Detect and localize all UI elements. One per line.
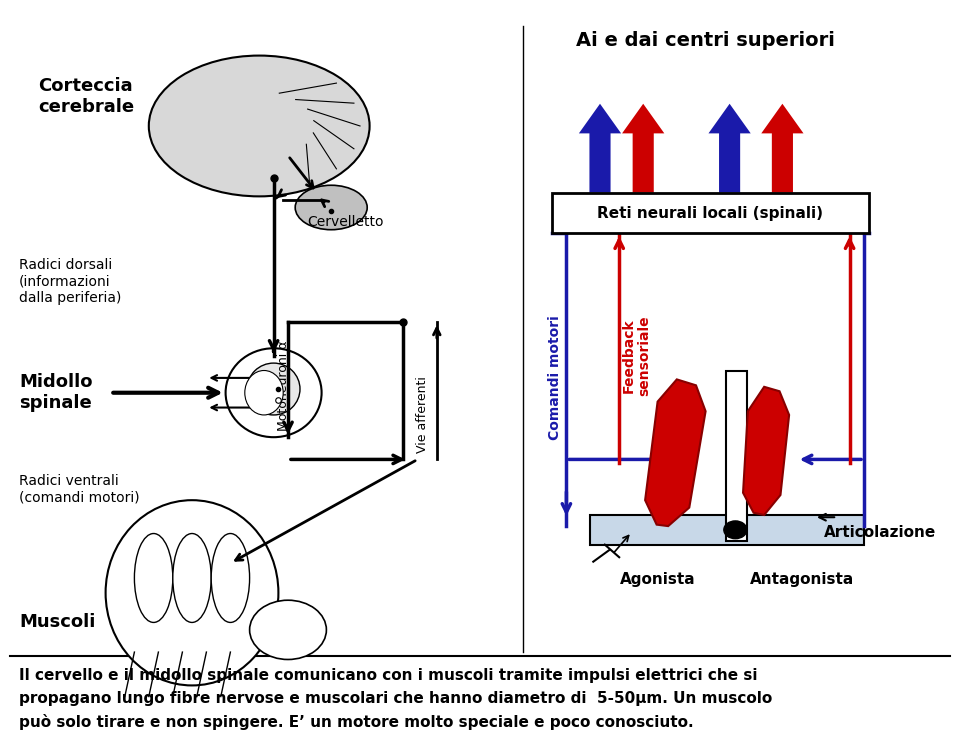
Ellipse shape bbox=[211, 534, 250, 622]
Polygon shape bbox=[708, 104, 751, 193]
Text: Radici ventrali
(comandi motori): Radici ventrali (comandi motori) bbox=[19, 474, 140, 504]
Ellipse shape bbox=[134, 534, 173, 622]
Text: Vie afferenti: Vie afferenti bbox=[416, 376, 429, 453]
Text: Antagonista: Antagonista bbox=[750, 572, 853, 587]
Ellipse shape bbox=[106, 500, 278, 685]
Text: Il cervello e il midollo spinale comunicano con i muscoli tramite impulsi elettr: Il cervello e il midollo spinale comunic… bbox=[19, 668, 757, 683]
Polygon shape bbox=[761, 104, 804, 193]
Text: Motoneuroni α: Motoneuroni α bbox=[276, 340, 290, 431]
Ellipse shape bbox=[149, 56, 370, 196]
Text: Agonista: Agonista bbox=[620, 572, 695, 587]
Text: Corteccia
cerebrale: Corteccia cerebrale bbox=[38, 77, 134, 116]
Text: Muscoli: Muscoli bbox=[19, 614, 96, 631]
Circle shape bbox=[724, 521, 747, 539]
Ellipse shape bbox=[173, 534, 211, 622]
Text: Midollo
spinale: Midollo spinale bbox=[19, 373, 93, 412]
Text: Articolazione: Articolazione bbox=[824, 525, 936, 539]
Text: Comandi motori: Comandi motori bbox=[548, 316, 562, 440]
Text: Radici dorsali
(informazioni
dalla periferia): Radici dorsali (informazioni dalla perif… bbox=[19, 259, 122, 305]
Text: può solo tirare e non spingere. E’ un motore molto speciale e poco conosciuto.: può solo tirare e non spingere. E’ un mo… bbox=[19, 714, 694, 730]
Polygon shape bbox=[579, 104, 621, 193]
Polygon shape bbox=[622, 104, 664, 193]
Text: Cervelletto: Cervelletto bbox=[307, 216, 384, 229]
Polygon shape bbox=[645, 379, 706, 526]
Bar bbox=[726, 370, 747, 541]
Ellipse shape bbox=[247, 363, 300, 415]
Text: propagano lungo fibre nervose e muscolari che hanno diametro di  5-50μm. Un musc: propagano lungo fibre nervose e muscolar… bbox=[19, 691, 773, 706]
Polygon shape bbox=[590, 515, 864, 545]
Text: Ai e dai centri superiori: Ai e dai centri superiori bbox=[576, 31, 835, 50]
Bar bbox=[552, 193, 869, 233]
Circle shape bbox=[250, 600, 326, 659]
Ellipse shape bbox=[245, 370, 283, 415]
Text: Reti neurali locali (spinali): Reti neurali locali (spinali) bbox=[597, 205, 824, 221]
Ellipse shape bbox=[226, 348, 322, 437]
Ellipse shape bbox=[296, 185, 368, 230]
Text: Feedback
sensoriale: Feedback sensoriale bbox=[621, 316, 652, 396]
Polygon shape bbox=[743, 387, 789, 515]
